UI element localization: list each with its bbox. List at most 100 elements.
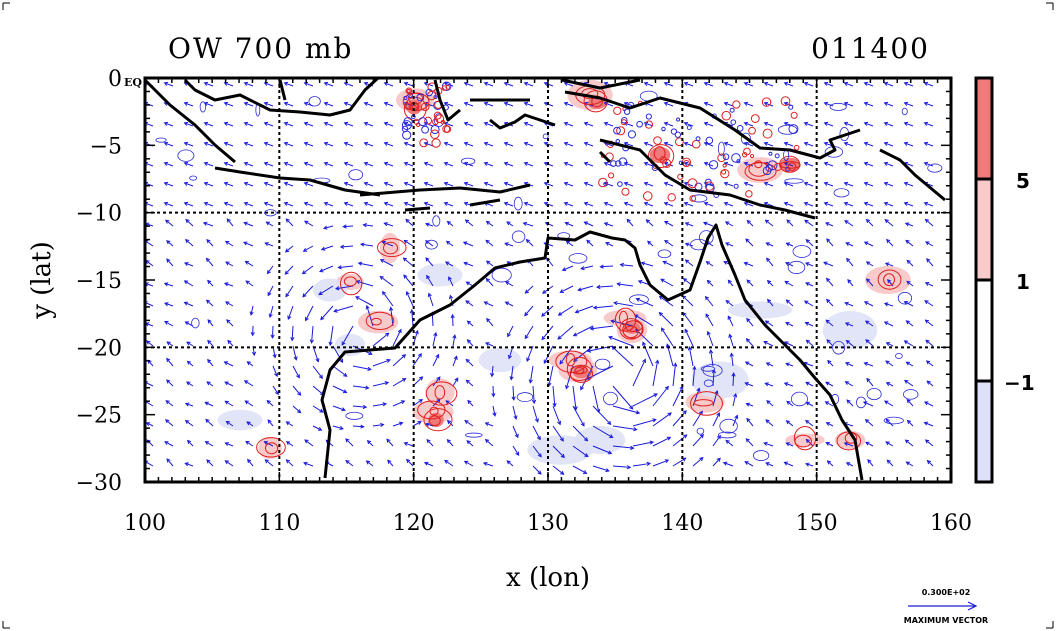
- wind-vector-head: [646, 461, 652, 466]
- wind-vector-head: [166, 258, 171, 263]
- ow-positive-contour: [370, 317, 382, 326]
- wind-vector-head: [543, 161, 549, 166]
- wind-vector-head: [263, 121, 269, 126]
- wind-vector: [707, 280, 714, 287]
- wind-vector: [424, 462, 434, 467]
- wind-vector-head: [323, 201, 329, 206]
- ow-negative-contour: [425, 239, 438, 250]
- wind-vector: [305, 305, 314, 321]
- wind-vector: [636, 298, 654, 307]
- wind-vector: [486, 260, 494, 267]
- wind-vector: [406, 459, 414, 467]
- wind-vector: [785, 322, 794, 327]
- wind-vector-head: [623, 181, 629, 186]
- ow-negative-contour: [657, 249, 672, 259]
- wind-vector-head: [452, 334, 457, 339]
- convective-contour: [430, 125, 440, 135]
- wind-vector-head: [714, 389, 719, 395]
- wind-vector-head: [323, 161, 329, 166]
- ow-negative-region: [727, 301, 793, 319]
- wind-vector-head: [764, 382, 769, 387]
- wind-vector: [845, 242, 854, 247]
- wind-vector: [864, 301, 874, 307]
- wind-vector: [688, 346, 694, 367]
- wind-vector: [825, 401, 834, 407]
- wind-vector-head: [163, 201, 169, 206]
- convective-contour: [762, 166, 772, 176]
- convective-contour: [662, 158, 672, 169]
- wind-vector-head: [342, 389, 348, 394]
- wind-vector-head: [524, 289, 529, 294]
- wind-vector: [463, 241, 474, 247]
- wind-vector: [572, 425, 588, 442]
- wind-vector: [406, 291, 414, 307]
- wind-vector: [904, 142, 914, 147]
- wind-vector-head: [823, 181, 829, 186]
- wind-vector-head: [559, 437, 564, 442]
- wind-vector: [704, 162, 714, 167]
- wind-vector-head: [573, 406, 578, 411]
- wind-vector-head: [746, 317, 751, 323]
- wind-vector-head: [661, 327, 665, 332]
- wind-vector: [372, 359, 391, 367]
- wind-vector-head: [582, 470, 588, 474]
- wind-vector-head: [343, 181, 349, 186]
- wind-vector: [846, 340, 854, 347]
- wind-vector-head: [482, 461, 488, 466]
- wind-vector-head: [163, 81, 169, 86]
- wind-vector-head: [226, 319, 231, 324]
- wind-vector-head: [284, 248, 290, 253]
- wind-vector: [846, 399, 854, 407]
- wind-vector: [532, 465, 542, 475]
- wind-vector: [767, 299, 774, 307]
- wind-vector-head: [224, 301, 230, 306]
- wind-vector: [329, 325, 334, 346]
- wind-vector: [664, 82, 674, 87]
- wind-vector-head: [643, 201, 649, 206]
- wind-vector-head: [485, 220, 491, 225]
- wind-vector: [907, 420, 914, 427]
- wind-vector-head: [165, 419, 170, 424]
- wind-vector: [724, 162, 734, 167]
- wind-vector-head: [287, 315, 292, 321]
- wind-vector: [224, 162, 234, 167]
- wind-vector: [805, 420, 814, 427]
- wind-vector-head: [246, 421, 251, 426]
- wind-vector: [166, 341, 174, 347]
- wind-vector: [744, 102, 754, 107]
- wind-vector-head: [785, 261, 790, 266]
- wind-vector-head: [823, 141, 829, 146]
- wind-vector-head: [843, 121, 849, 126]
- wind-vector: [904, 102, 914, 107]
- wind-vector: [321, 245, 334, 251]
- wind-vector: [925, 339, 934, 347]
- wind-vector-head: [145, 422, 151, 426]
- wind-vector-head: [263, 201, 269, 206]
- wind-vector: [545, 222, 554, 227]
- wind-vector-head: [609, 434, 614, 439]
- ow-negative-contour: [833, 188, 850, 198]
- wind-vector-head: [303, 141, 309, 146]
- wind-vector: [467, 320, 474, 327]
- wind-vector-head: [626, 218, 631, 223]
- wind-vector-head: [783, 141, 789, 146]
- wind-vector: [906, 280, 914, 287]
- wind-vector-head: [785, 242, 791, 247]
- wind-vector-head: [883, 400, 889, 405]
- convective-contour: [618, 157, 628, 166]
- wind-vector-head: [443, 201, 449, 206]
- ow-negative-contour: [927, 163, 943, 173]
- wind-vector-head: [485, 277, 490, 283]
- convective-contour: [705, 136, 714, 145]
- wind-vector-head: [543, 141, 549, 146]
- wind-vector: [924, 401, 934, 407]
- wind-vector: [512, 445, 520, 456]
- wind-vector: [924, 162, 934, 167]
- convective-contour: [687, 178, 698, 189]
- wind-vector-head: [563, 81, 569, 86]
- wind-vector: [584, 122, 594, 127]
- convective-contour: [788, 104, 794, 110]
- wind-vector-head: [385, 332, 390, 337]
- wind-vector-head: [543, 201, 549, 206]
- wind-vector: [884, 400, 894, 407]
